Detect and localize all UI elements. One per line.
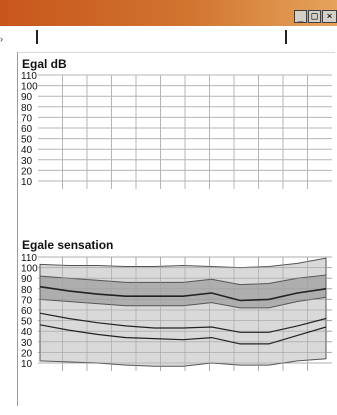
y-tick-label: 110	[21, 253, 37, 264]
y-tick-label: 110	[21, 71, 37, 82]
close-button[interactable]: ×	[322, 10, 337, 23]
series-line	[39, 324, 327, 345]
y-tick-label: 60	[21, 306, 33, 317]
y-tick-label: 50	[21, 135, 33, 146]
y-tick-label: 90	[21, 92, 33, 103]
y-tick-label: 90	[21, 274, 33, 285]
corner-arrow-icon: ›	[0, 34, 3, 44]
y-tick-label: 10	[21, 177, 33, 188]
y-tick-label: 70	[21, 113, 33, 124]
chart-panel: Egal dB Egale sensation 110 100 90 80 70 60 50…	[17, 52, 335, 406]
y-tick-label: 100	[21, 264, 38, 275]
y-tick-label: 40	[21, 327, 33, 338]
y-tick-label: 60	[21, 124, 33, 135]
series-line	[39, 312, 327, 333]
y-tick-label: 80	[21, 285, 33, 296]
y-tick-label: 100	[21, 82, 38, 93]
y-tick-label: 30	[21, 156, 33, 167]
ruler-marker-left[interactable]	[36, 30, 38, 44]
y-tick-label: 80	[21, 103, 33, 114]
y-tick-label: 20	[21, 166, 33, 177]
y-tick-label: 10	[21, 359, 33, 370]
chart-title-egale-sensation: Egale sensation	[22, 238, 114, 252]
ruler-marker-right[interactable]	[285, 30, 287, 44]
y-tick-label: 30	[21, 338, 33, 349]
y-tick-label: 40	[21, 145, 33, 156]
minimize-button[interactable]: _	[294, 10, 307, 23]
y-tick-label: 70	[21, 295, 33, 306]
chart-title-egal-db: Egal dB	[22, 57, 67, 71]
maximize-button[interactable]: □	[308, 10, 321, 23]
y-tick-label: 20	[21, 348, 33, 359]
y-tick-label: 50	[21, 317, 33, 328]
title-bar: _ □ ×	[0, 0, 337, 26]
series-line	[39, 285, 327, 302]
ruler-bar	[0, 26, 337, 46]
